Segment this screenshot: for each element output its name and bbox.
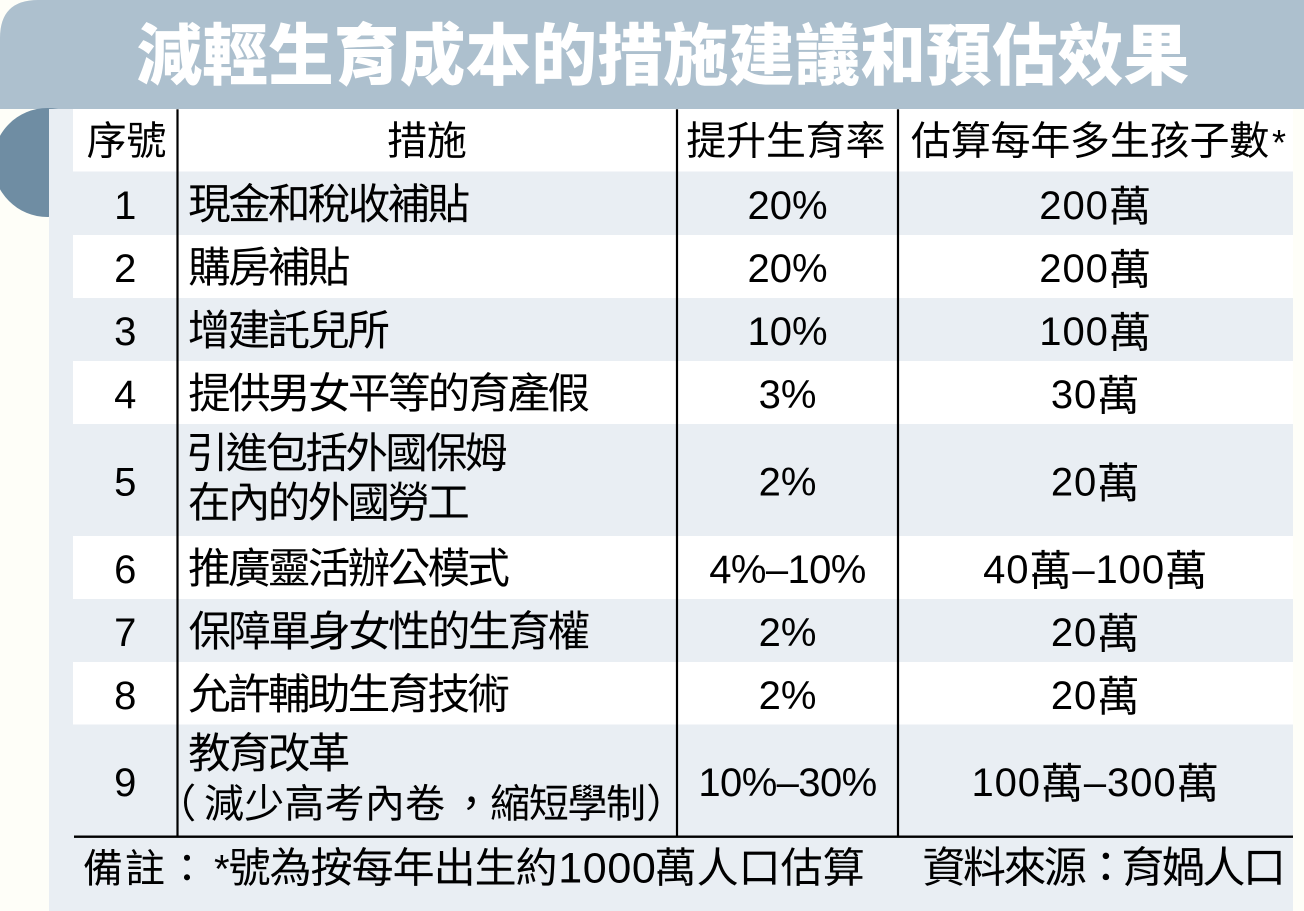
svg-text:–300: –300 xyxy=(1084,761,1177,805)
svg-text:20: 20 xyxy=(1051,461,1097,505)
svg-text:10%–30%: 10%–30% xyxy=(698,761,876,805)
svg-text:40: 40 xyxy=(983,548,1029,592)
svg-text:2%: 2% xyxy=(759,674,817,718)
svg-text:3%: 3% xyxy=(759,373,817,417)
svg-text:200: 200 xyxy=(1039,247,1108,291)
svg-text:20%: 20% xyxy=(747,247,827,291)
svg-text:6: 6 xyxy=(114,548,136,592)
svg-text:9: 9 xyxy=(114,761,136,805)
svg-text:8: 8 xyxy=(114,674,136,718)
svg-text:30: 30 xyxy=(1051,373,1097,417)
svg-text:2: 2 xyxy=(114,247,136,291)
svg-text:7: 7 xyxy=(114,611,136,655)
svg-text:5: 5 xyxy=(114,461,136,505)
svg-text:4: 4 xyxy=(114,373,136,417)
svg-text:–100: –100 xyxy=(1072,548,1165,592)
svg-text:200: 200 xyxy=(1039,184,1108,228)
svg-text:3: 3 xyxy=(114,310,136,354)
svg-text:1000: 1000 xyxy=(558,845,656,893)
svg-text:1: 1 xyxy=(114,184,136,228)
svg-text:2%: 2% xyxy=(759,461,817,505)
svg-text:100: 100 xyxy=(972,761,1041,805)
svg-text:10%: 10% xyxy=(747,310,827,354)
svg-text:2%: 2% xyxy=(759,611,817,655)
svg-text:100: 100 xyxy=(1039,310,1108,354)
svg-text:20%: 20% xyxy=(747,184,827,228)
svg-text:*: * xyxy=(1272,122,1286,163)
svg-text:20: 20 xyxy=(1051,611,1097,655)
svg-text:20: 20 xyxy=(1051,674,1097,718)
svg-text:4%–10%: 4%–10% xyxy=(709,548,866,592)
svg-text:*: * xyxy=(214,848,230,892)
